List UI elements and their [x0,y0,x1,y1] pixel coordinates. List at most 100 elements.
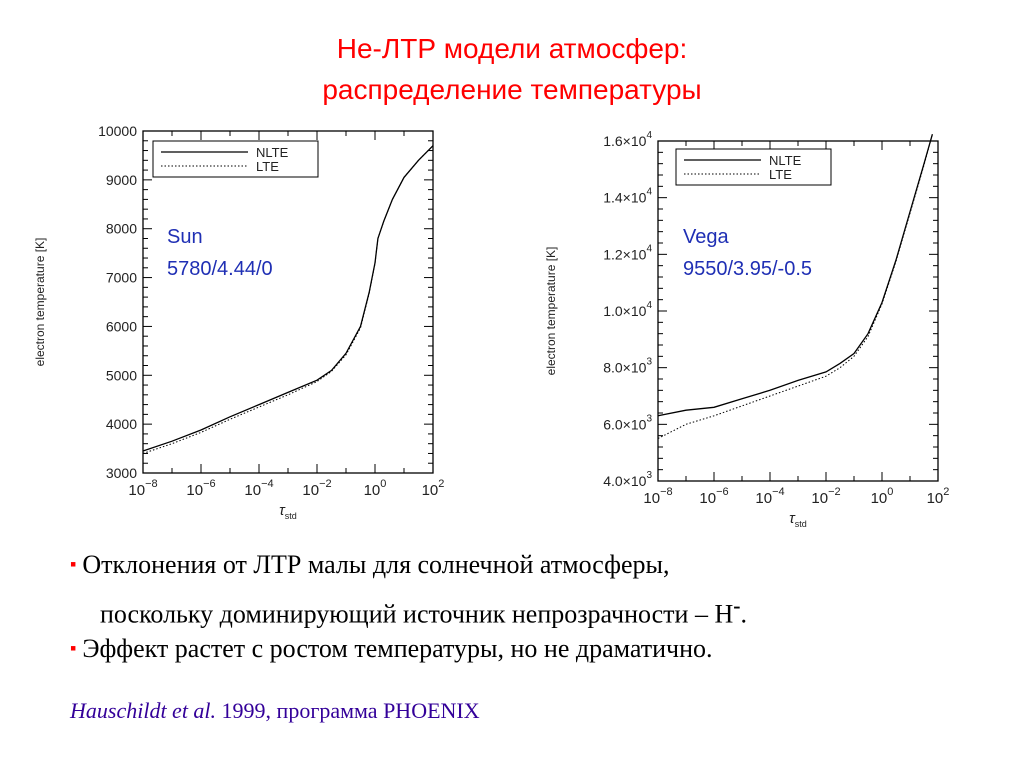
legend-label-lte: LTE [256,159,279,174]
bullet-line-3: ▪ Эффект растет с ростом температуры, но … [70,632,1000,665]
y-tick-base: 1.2×10 [603,246,646,262]
series-line-lte [142,145,434,454]
y-tick-base: 6.0×10 [603,416,646,432]
y-tick-base: 1.4×10 [603,190,646,206]
x-axis-label-sub: std [795,519,807,528]
x-tick-base: 10 [244,482,261,499]
annotation-star-name: Sun [167,226,203,248]
bullet-text-3: Эффект растет с ростом температуры, но н… [82,634,713,663]
x-tick-base: 10 [755,490,772,507]
citation: Hauschildt et al. 1999, программа PHOENI… [70,698,480,724]
x-tick-label: 10−2 [811,486,840,507]
series-group [142,145,434,454]
x-tick-base: 10 [643,490,660,507]
y-tick-label: 1.6×104 [603,130,652,149]
y-tick-label: 1.4×104 [603,187,652,206]
plot-frame [657,140,939,482]
x-tick-exp: −4 [261,478,274,490]
x-tick-label: 10−4 [755,486,784,507]
series-line-nlte [142,145,434,452]
x-tick-base: 10 [699,490,716,507]
x-tick-exp: 2 [943,486,949,498]
x-tick-exp: 0 [380,478,386,490]
y-tick-label: 3000 [106,465,137,481]
x-tick-label: 10−6 [186,478,215,499]
x-tick-base: 10 [128,482,145,499]
y-tick-exp: 4 [646,243,652,254]
x-tick-exp: −8 [145,478,158,490]
y-tick-label: 4.0×103 [603,470,652,489]
legend-label-nlte: NLTE [256,145,289,160]
bullet-line-1: ▪ Отклонения от ЛТР малы для солнечной ат… [70,548,1000,581]
bullet-text-2: поскольку доминирующий источник непрозра… [100,599,734,629]
annotation: Sun 5780/4.44/0 [167,226,273,280]
y-tick-label: 1.0×104 [603,300,652,319]
vega-temperature-chart: 10−8 10−6 10−4 10−2 100 102 τstd 4.0×103 6.0×103… [537,128,963,528]
x-tick-exp: −4 [772,486,785,498]
citation-authors: Hauschildt et al. [70,698,217,723]
x-tick-label: 10−4 [244,478,273,499]
y-tick-label: 10000 [98,123,137,139]
series-line-nlte [657,134,934,417]
y-tick-exp: 3 [646,470,652,481]
x-axis-label: τstd [279,502,297,521]
y-tick-label: 4000 [106,416,137,432]
x-tick-exp: −6 [716,486,729,498]
x-tick-exp: −2 [319,478,332,490]
y-tick-label: 8.0×103 [603,357,652,376]
y-tick-exp: 4 [646,300,652,311]
x-tick-base: 10 [364,482,381,499]
x-tick-base: 10 [871,490,888,507]
x-tick-base: 10 [302,482,319,499]
x-tick-exp: −6 [203,478,216,490]
sun-temperature-chart: 10−8 10−6 10−4 10−2 100 102 τstd 3000 4000 5000 60… [22,118,460,528]
bullet-line-2: поскольку доминирующий источник непрозра… [100,590,1024,631]
annotation-parameters: 9550/3.95/-0.5 [683,258,812,280]
y-tick-label: 7000 [106,270,137,286]
x-axis-label: τstd [789,510,807,528]
annotation-parameters: 5780/4.44/0 [167,258,273,280]
bullet-text-2-sup: - [733,594,741,618]
x-tick-base: 10 [927,490,944,507]
x-axis-label-symbol: τ [789,510,796,527]
slide-title-line-1: He-ЛТР модели атмосфер: [336,33,688,64]
y-tick-label: 9000 [106,172,137,188]
y-tick-base: 1.6×10 [603,133,646,149]
x-tick-base: 10 [422,482,439,499]
x-tick-label: 10−8 [643,486,672,507]
x-tick-label: 100 [364,478,387,499]
y-axis-label: electron temperature [K] [33,238,47,367]
y-tick-exp: 3 [646,357,652,368]
y-tick-base: 1.0×10 [603,303,646,319]
y-tick-exp: 4 [646,130,652,141]
y-axis-label: electron temperature [K] [544,247,558,376]
x-axis-label-sub: std [285,511,297,521]
x-tick-exp: 2 [438,478,444,490]
x-tick-label: 10−2 [302,478,331,499]
legend-label-lte: LTE [769,167,792,182]
x-tick-exp: −2 [828,486,841,498]
y-tick-label: 8000 [106,221,137,237]
slide-title-line-2: распределение температуры [322,74,702,105]
annotation: Vega 9550/3.95/-0.5 [683,226,812,280]
y-tick-label: 6000 [106,318,137,334]
x-tick-label: 10−6 [699,486,728,507]
bullet-text-2-end: . [740,599,747,629]
bullet-marker: ▪ [70,554,77,574]
plot-frame [142,130,434,474]
x-tick-exp: −8 [660,486,673,498]
y-tick-label: 6.0×103 [603,413,652,432]
bullet-marker: ▪ [70,638,77,658]
legend-label-nlte: NLTE [769,153,802,168]
y-tick-base: 8.0×10 [603,360,646,376]
legend-box [152,140,319,178]
y-tick-exp: 4 [646,187,652,198]
x-axis-label-symbol: τ [279,502,286,519]
y-tick-label: 5000 [106,367,137,383]
bullet-text-1: Отклонения от ЛТР малы для солнечной атм… [82,550,670,579]
y-tick-exp: 3 [646,413,652,424]
y-tick-label: 1.2×104 [603,243,652,262]
